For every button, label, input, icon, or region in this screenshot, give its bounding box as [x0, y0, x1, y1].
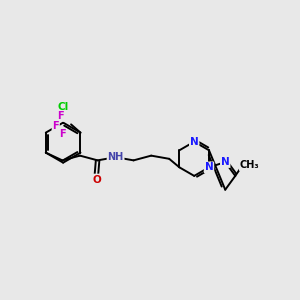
Text: CH₃: CH₃ — [240, 160, 260, 170]
Text: F: F — [52, 121, 59, 131]
Text: N: N — [190, 137, 199, 147]
Text: O: O — [92, 175, 101, 184]
Text: N: N — [221, 157, 230, 167]
Text: F: F — [59, 129, 66, 139]
Text: F: F — [57, 111, 64, 121]
Text: Cl: Cl — [58, 102, 69, 112]
Text: N: N — [205, 162, 213, 172]
Text: NH: NH — [107, 152, 124, 162]
